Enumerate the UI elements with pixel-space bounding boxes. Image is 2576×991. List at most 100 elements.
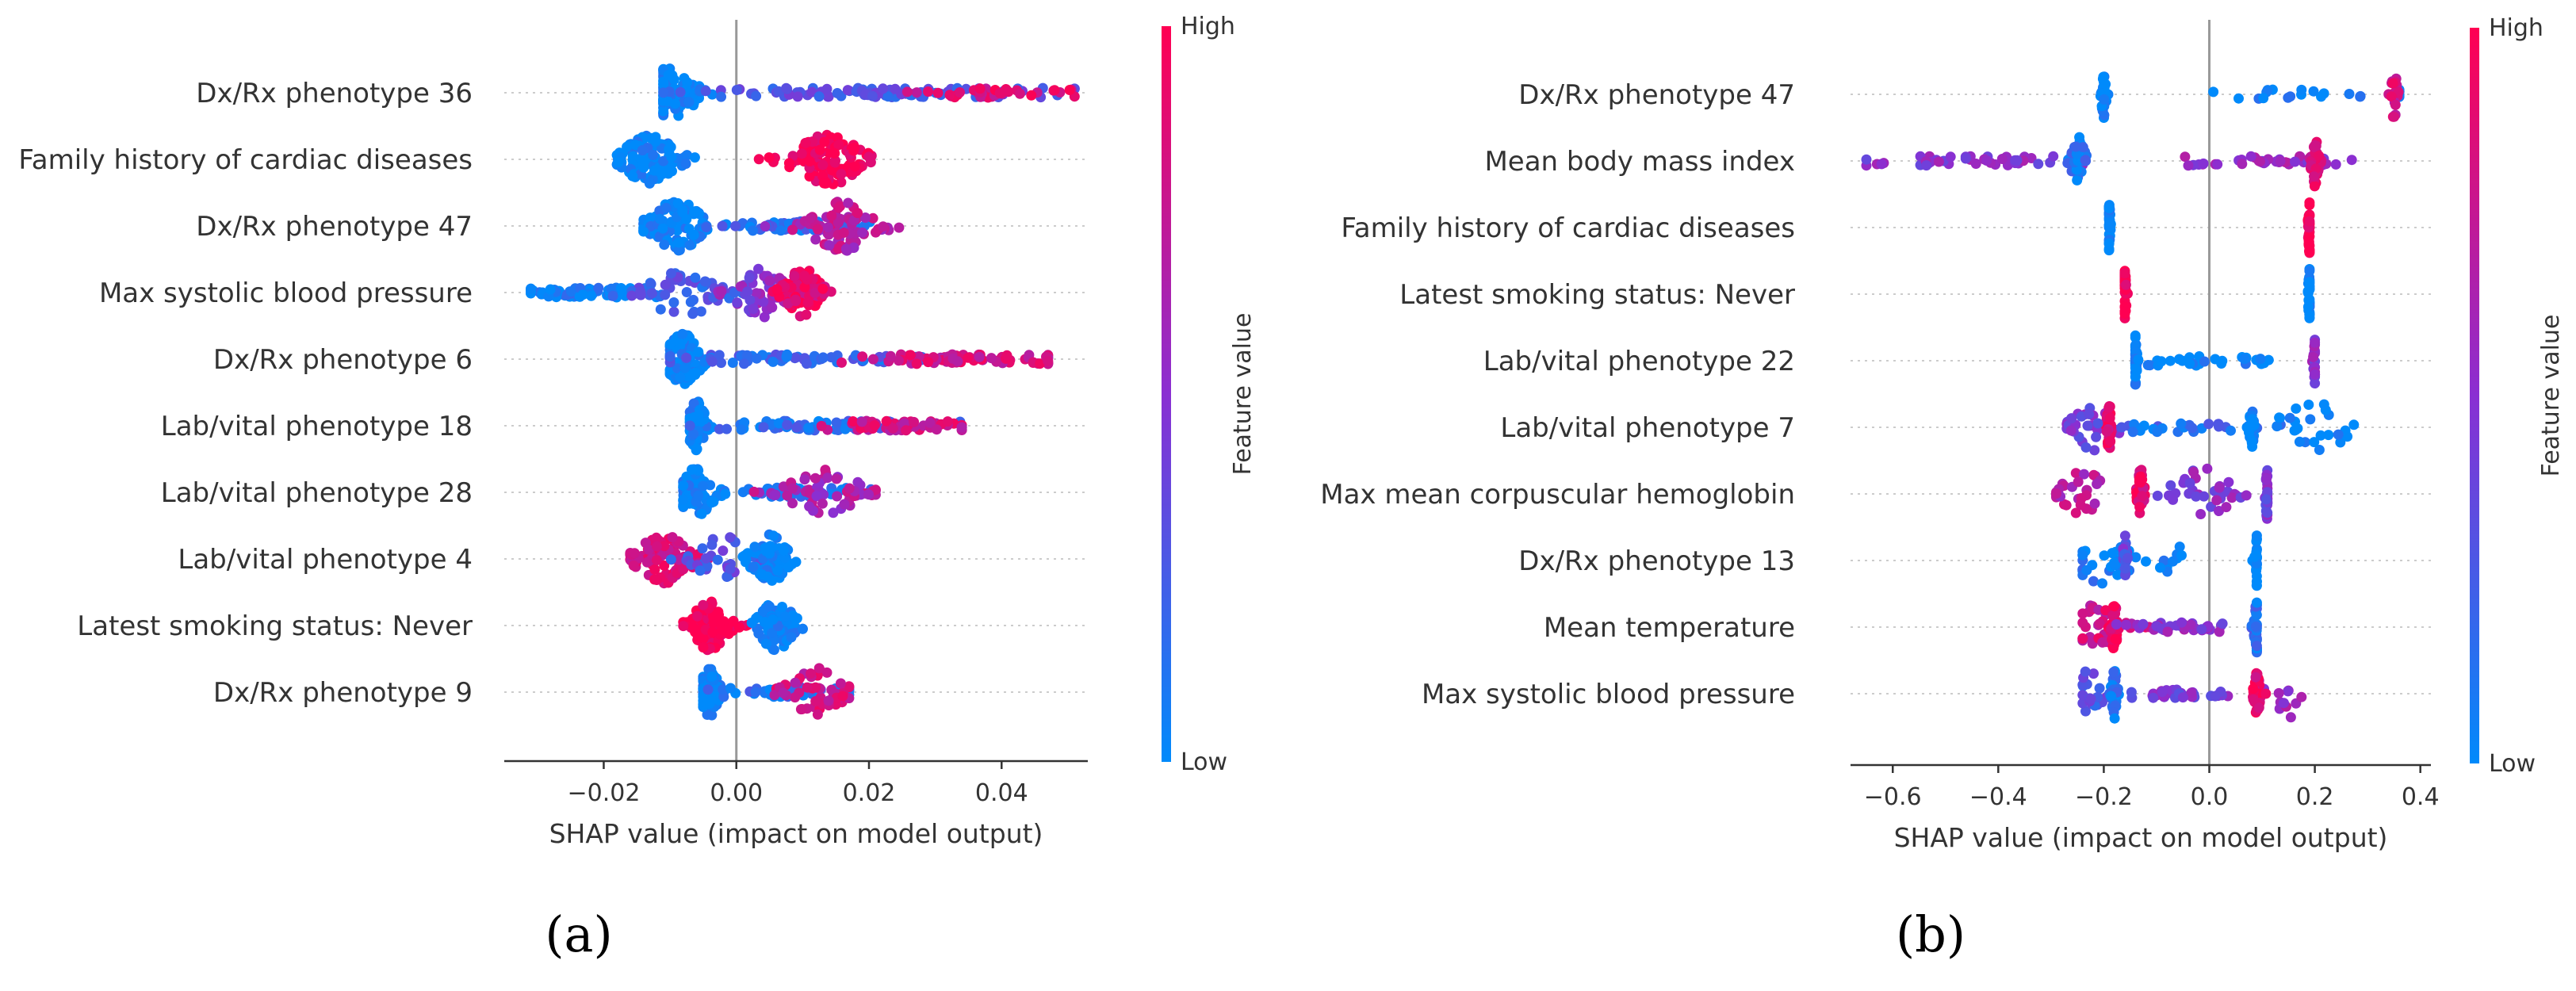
shap-point [773, 418, 784, 429]
shap-point [742, 548, 753, 559]
shap-point [890, 83, 901, 94]
shap-point [839, 499, 850, 510]
shap-point [685, 297, 696, 308]
shap-point [818, 178, 829, 189]
shap-point [714, 350, 725, 361]
shap-point [2214, 626, 2225, 637]
x-tick-label: 0.04 [975, 779, 1028, 807]
shap-point [2122, 553, 2134, 564]
shap-point [2070, 507, 2081, 518]
shap-point [658, 105, 669, 117]
shap-point [748, 225, 758, 236]
shap-point [804, 501, 815, 512]
shap-point [2184, 478, 2195, 488]
shap-point [2335, 437, 2346, 448]
feature-label: Dx/Rx phenotype 47 [196, 211, 473, 243]
shap-point [2249, 551, 2260, 562]
shap-point [748, 486, 760, 497]
shap-point [802, 297, 813, 308]
shap-point [2112, 569, 2123, 580]
shap-point [986, 353, 997, 364]
shap-point [942, 416, 953, 427]
shap-point [2330, 159, 2341, 170]
shap-point [817, 159, 829, 170]
shap-point [2120, 279, 2131, 290]
shap-point [720, 488, 731, 499]
shap-point [2315, 430, 2326, 441]
shap-point [2333, 429, 2344, 440]
shap-point [670, 98, 680, 109]
feature-row-points [664, 328, 1054, 389]
feature-row-points [611, 129, 877, 189]
x-axis-label-b: SHAP value (impact on model output) [1894, 822, 2388, 853]
shap-point [1003, 86, 1014, 98]
shap-point [2080, 155, 2091, 166]
shap-point [1996, 154, 2008, 164]
shap-point [649, 165, 660, 176]
shap-point [800, 137, 811, 148]
shap-point [768, 645, 779, 656]
shap-point [901, 86, 913, 98]
shap-point [2233, 93, 2244, 104]
shap-point [660, 289, 671, 300]
shap-point [2304, 266, 2315, 277]
shap-point [1981, 155, 1992, 166]
shap-point [638, 226, 649, 237]
shap-point [2065, 425, 2076, 436]
shap-point [2079, 469, 2089, 480]
shap-point [2075, 499, 2086, 511]
shap-point [828, 507, 839, 518]
shap-point [698, 642, 709, 653]
shap-point [660, 279, 671, 290]
shap-point [764, 275, 775, 286]
shap-point [2077, 549, 2088, 561]
shap-point [657, 223, 668, 234]
shap-point [730, 220, 741, 231]
shap-point [716, 91, 726, 102]
shap-point [2296, 691, 2307, 702]
shap-point [2294, 436, 2305, 447]
shap-point [782, 490, 793, 501]
feature-row-points [1861, 132, 2357, 192]
shap-point [2099, 550, 2110, 561]
shap-point [2101, 426, 2112, 437]
shap-point [771, 284, 783, 295]
shap-point [751, 288, 762, 299]
shap-point [812, 709, 823, 720]
shap-point [760, 220, 771, 231]
shap-point [885, 350, 896, 362]
shap-point [2250, 672, 2261, 683]
shap-point [2303, 301, 2314, 312]
shap-point [2162, 626, 2173, 637]
shap-point [2203, 419, 2214, 430]
shap-point [848, 416, 859, 427]
shap-point [665, 142, 676, 152]
shap-point [2116, 422, 2127, 433]
shap-point [764, 548, 775, 559]
shap-point [665, 554, 676, 565]
shap-point [2284, 412, 2295, 423]
shap-point [1026, 90, 1037, 101]
shap-point [706, 497, 718, 508]
shap-point [759, 312, 770, 323]
shap-point [607, 290, 618, 301]
shap-point [677, 328, 688, 339]
colorbar-high-label-a: High [1181, 13, 1235, 40]
shap-point [2080, 442, 2092, 453]
shap-point [838, 228, 849, 238]
shap-point [2138, 618, 2149, 629]
shap-point [952, 356, 963, 367]
shap-point [832, 88, 843, 98]
x-ticks-a: −0.02 0.00 0.02 0.04 [567, 761, 1028, 807]
feature-label: Max systolic blood pressure [99, 277, 473, 309]
shap-point [2210, 691, 2221, 702]
x-axis-label-a: SHAP value (impact on model output) [549, 818, 1043, 849]
shap-point [882, 91, 894, 102]
shap-point [646, 288, 657, 299]
shap-point [681, 352, 692, 363]
shap-point [707, 626, 718, 637]
shap-point [796, 148, 807, 159]
shap-point [887, 423, 898, 434]
colorbar-title-b: Feature value [2537, 315, 2565, 477]
